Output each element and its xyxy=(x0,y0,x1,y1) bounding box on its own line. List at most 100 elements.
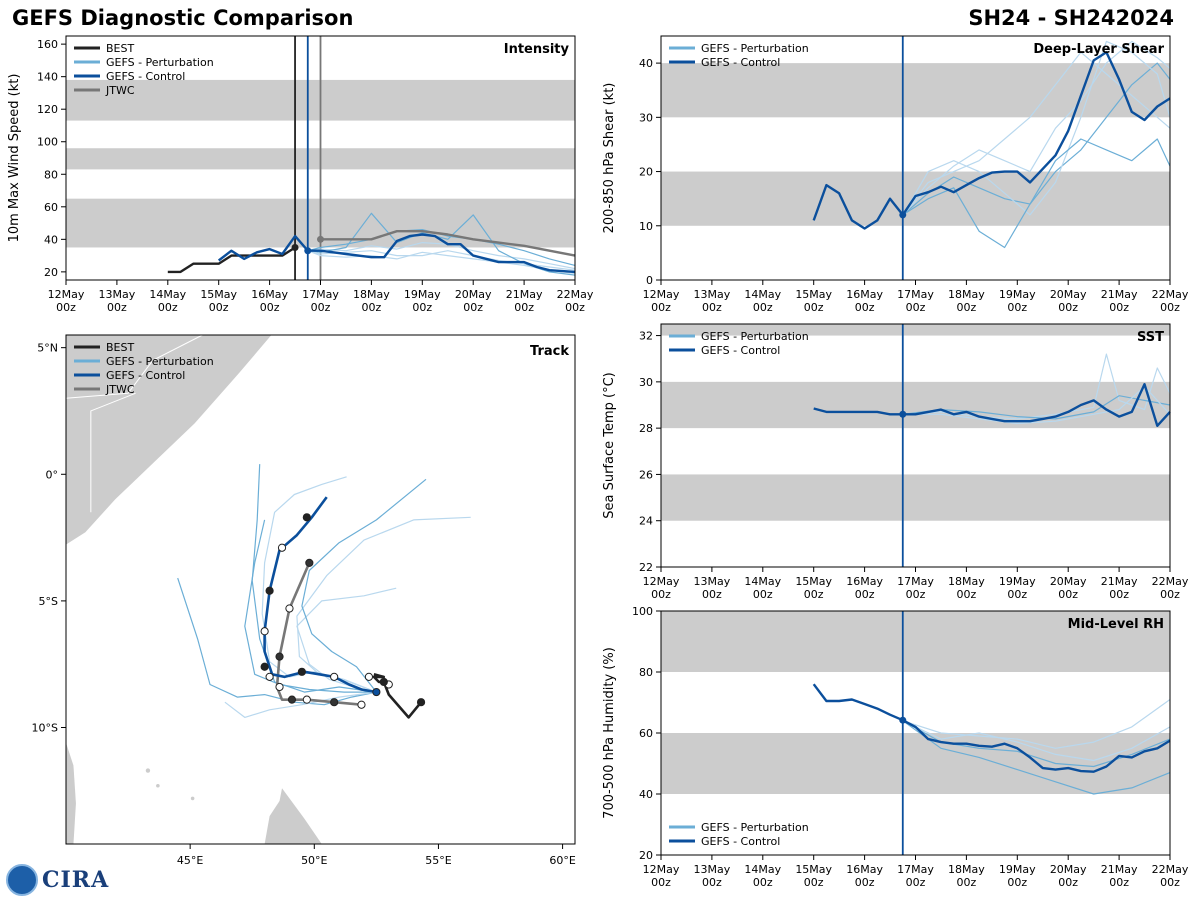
intensity-legend-label: GEFS - Perturbation xyxy=(106,56,214,69)
intensity-xtick-label: 00z xyxy=(260,301,280,314)
sst-xtick-label: 00z xyxy=(957,588,977,601)
track-xtick-label: 50°E xyxy=(301,854,327,867)
shear-series-line xyxy=(812,51,1171,230)
rh-xtick-label: 17May xyxy=(897,863,934,876)
rh-xtick-label: 00z xyxy=(855,876,875,889)
track-series-line xyxy=(301,478,427,693)
control-track-point xyxy=(277,543,287,552)
shear-xtick-label: 00z xyxy=(1109,301,1129,314)
intensity-ytick-label: 80 xyxy=(44,168,58,181)
shear-ytick-label: 0 xyxy=(646,274,653,287)
comoros-island xyxy=(156,783,160,788)
rh-series-line xyxy=(812,683,1171,773)
rh-xtick-label: 00z xyxy=(1160,876,1180,889)
intensity-xtick-label: 17May xyxy=(302,288,339,301)
sst-xtick-label: 00z xyxy=(906,588,926,601)
sst-panel-title: SST xyxy=(1137,330,1164,345)
shear-series-line xyxy=(902,51,1171,216)
sst-xtick-label: 13May xyxy=(694,575,731,588)
intensity-xtick-label: 14May xyxy=(149,288,186,301)
track-legend-label: GEFS - Control xyxy=(106,369,185,382)
rh-xtick-label: 13May xyxy=(694,863,731,876)
jtwc-track-point xyxy=(305,558,314,568)
track-xtick-label: 45°E xyxy=(177,854,203,867)
intensity-jtwc-point xyxy=(317,235,324,243)
rh-xtick-label: 00z xyxy=(1007,876,1027,889)
noaa-globe-icon xyxy=(6,864,38,896)
sst-xtick-label: 00z xyxy=(753,588,773,601)
best-track-point xyxy=(416,698,426,707)
control-track-point xyxy=(260,662,269,671)
shear-xtick-label: 21May xyxy=(1101,288,1138,301)
country-border xyxy=(65,334,203,399)
shear-current-point xyxy=(899,211,907,219)
shear-xtick-label: 00z xyxy=(855,301,875,314)
control-track-point xyxy=(330,672,339,681)
shear-legend-label: GEFS - Perturbation xyxy=(701,42,809,55)
intensity-xtick-label: 00z xyxy=(209,301,229,314)
shear-legend-label: GEFS - Control xyxy=(701,56,780,69)
best-track-point xyxy=(379,677,388,687)
intensity-xtick-label: 19May xyxy=(404,288,441,301)
intensity-series-line xyxy=(320,229,576,257)
intensity-series-line xyxy=(217,233,576,274)
jtwc-track-point xyxy=(275,652,284,661)
rh-ytick-label: 40 xyxy=(639,788,653,801)
sst-xtick-label: 14May xyxy=(744,575,781,588)
rh-xtick-label: 00z xyxy=(957,876,977,889)
rh-xtick-label: 00z xyxy=(651,876,671,889)
sst-xtick-label: 00z xyxy=(1109,588,1129,601)
sst-band xyxy=(661,381,1170,429)
rh-xtick-label: 21May xyxy=(1101,863,1138,876)
sst-xtick-label: 00z xyxy=(702,588,722,601)
track-ytick-label: 10°S xyxy=(32,722,58,735)
madagascar-landmass xyxy=(264,788,322,844)
intensity-ytick-label: 160 xyxy=(37,38,58,51)
mozambique-landmass xyxy=(66,742,76,844)
rh-xtick-label: 22May xyxy=(1152,863,1189,876)
intensity-y-axis-label: 10m Max Wind Speed (kt) xyxy=(7,74,22,243)
best-track-point xyxy=(364,672,374,681)
intensity-xtick-label: 13May xyxy=(99,288,136,301)
intensity-xtick-label: 00z xyxy=(311,301,331,314)
shear-xtick-label: 00z xyxy=(702,301,722,314)
sst-series-line xyxy=(813,383,1171,427)
rh-ytick-label: 100 xyxy=(632,605,653,618)
shear-band xyxy=(661,63,1170,118)
sst-xtick-label: 20May xyxy=(1050,575,1087,588)
rh-panel-title: Mid-Level RH xyxy=(1068,617,1164,632)
rh-legend-label: GEFS - Control xyxy=(701,835,780,848)
intensity-xtick-label: 18May xyxy=(353,288,390,301)
sst-band xyxy=(661,324,1170,336)
intensity-ytick-label: 20 xyxy=(44,266,58,279)
intensity-xtick-label: 00z xyxy=(107,301,127,314)
shear-series-line xyxy=(902,62,1171,216)
shear-xtick-label: 18May xyxy=(948,288,985,301)
sst-xtick-label: 00z xyxy=(804,588,824,601)
sst-xtick-label: 16May xyxy=(846,575,883,588)
sst-xtick-label: 15May xyxy=(795,575,832,588)
intensity-ytick-label: 140 xyxy=(37,71,58,84)
africa-landmass xyxy=(65,334,274,547)
intensity-xtick-label: 20May xyxy=(455,288,492,301)
rh-xtick-label: 00z xyxy=(702,876,722,889)
shear-series-line xyxy=(902,40,1171,216)
track-xtick-label: 60°E xyxy=(549,854,575,867)
shear-ytick-label: 20 xyxy=(639,166,653,179)
rh-series-line xyxy=(902,720,1171,762)
figure-title: GEFS Diagnostic Comparison xyxy=(12,6,354,30)
control-track-point xyxy=(302,513,311,522)
track-series-line xyxy=(177,577,377,706)
intensity-legend-label: GEFS - Control xyxy=(106,70,185,83)
intensity-xtick-label: 22May xyxy=(557,288,594,301)
rh-series-line xyxy=(902,720,1171,795)
intensity-xtick-label: 16May xyxy=(251,288,288,301)
sst-series-line xyxy=(902,385,1171,425)
sst-ytick-label: 30 xyxy=(639,376,653,389)
shear-xtick-label: 00z xyxy=(906,301,926,314)
intensity-xtick-label: 00z xyxy=(463,301,483,314)
control-track-point xyxy=(260,627,269,636)
jtwc-track-point xyxy=(330,698,339,707)
track-ytick-label: 0° xyxy=(46,468,59,481)
